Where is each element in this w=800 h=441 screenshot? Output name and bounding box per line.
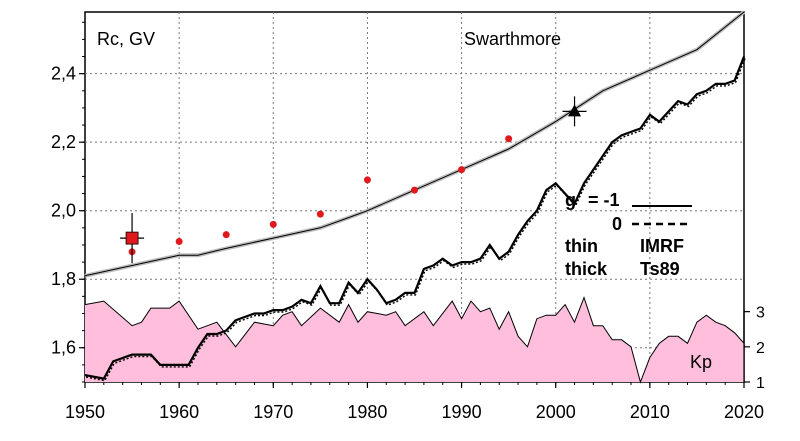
x-tick-label: 1950 — [65, 402, 105, 422]
legend-g-zero-label: 0 — [612, 214, 622, 234]
triangle-marker — [568, 104, 582, 117]
imrf-line — [84, 11, 745, 277]
marker-layer — [120, 96, 587, 264]
x-tick-label: 1960 — [159, 402, 199, 422]
station-label: Swarthmore — [464, 29, 561, 49]
y-tick-label: 2,4 — [51, 64, 76, 84]
y-axis-label: Rc, GV — [97, 29, 155, 49]
observed-point — [175, 238, 183, 246]
x-tick-label: 1970 — [253, 402, 293, 422]
kp-layer — [84, 296, 745, 384]
legend: g = -1 0 thin IMRF thick Ts89 — [565, 190, 692, 279]
y-tick-label: 1,6 — [51, 338, 76, 358]
series-layer — [84, 10, 746, 382]
legend-imrf-label: IMRF — [640, 236, 684, 256]
kp-area — [85, 297, 744, 382]
grid — [85, 12, 744, 382]
kp-label: Kp — [690, 352, 712, 372]
legend-thin-label: thin — [565, 236, 598, 256]
observed-point — [411, 186, 418, 194]
kp-tick-label: 1 — [756, 375, 765, 392]
tick-layer: 1950 1960 1970 1980 1990 2000 2010 2020 1,6 1,8 2,… — [51, 21, 765, 422]
y-tick-label: 2,0 — [51, 201, 76, 221]
observed-point — [316, 210, 324, 218]
observed-point — [222, 231, 230, 239]
y-tick-label: 1,8 — [51, 269, 76, 289]
x-tick-label: 2010 — [630, 402, 670, 422]
ts89-line — [84, 56, 746, 380]
observed-point — [363, 176, 371, 184]
x-tick-label: 2020 — [724, 402, 764, 422]
kp-tick-label: 3 — [756, 305, 765, 322]
legend-g-label: g — [565, 190, 576, 210]
kp-tick-label: 2 — [756, 340, 765, 357]
square-marker — [125, 231, 139, 245]
observed-point — [458, 166, 466, 174]
x-tick-label: 1990 — [442, 402, 482, 422]
ts89-dashed-line — [85, 58, 746, 382]
y-tick-label: 2,2 — [51, 132, 76, 152]
legend-ts89-label: Ts89 — [640, 259, 680, 279]
legend-thick-label: thick — [565, 259, 608, 279]
x-tick-label: 1980 — [347, 402, 387, 422]
observed-point — [269, 220, 277, 228]
observed-point — [505, 135, 513, 143]
x-tick-label: 2000 — [536, 402, 576, 422]
kp-line — [84, 296, 745, 384]
legend-g-eq-label: = -1 — [588, 190, 620, 210]
